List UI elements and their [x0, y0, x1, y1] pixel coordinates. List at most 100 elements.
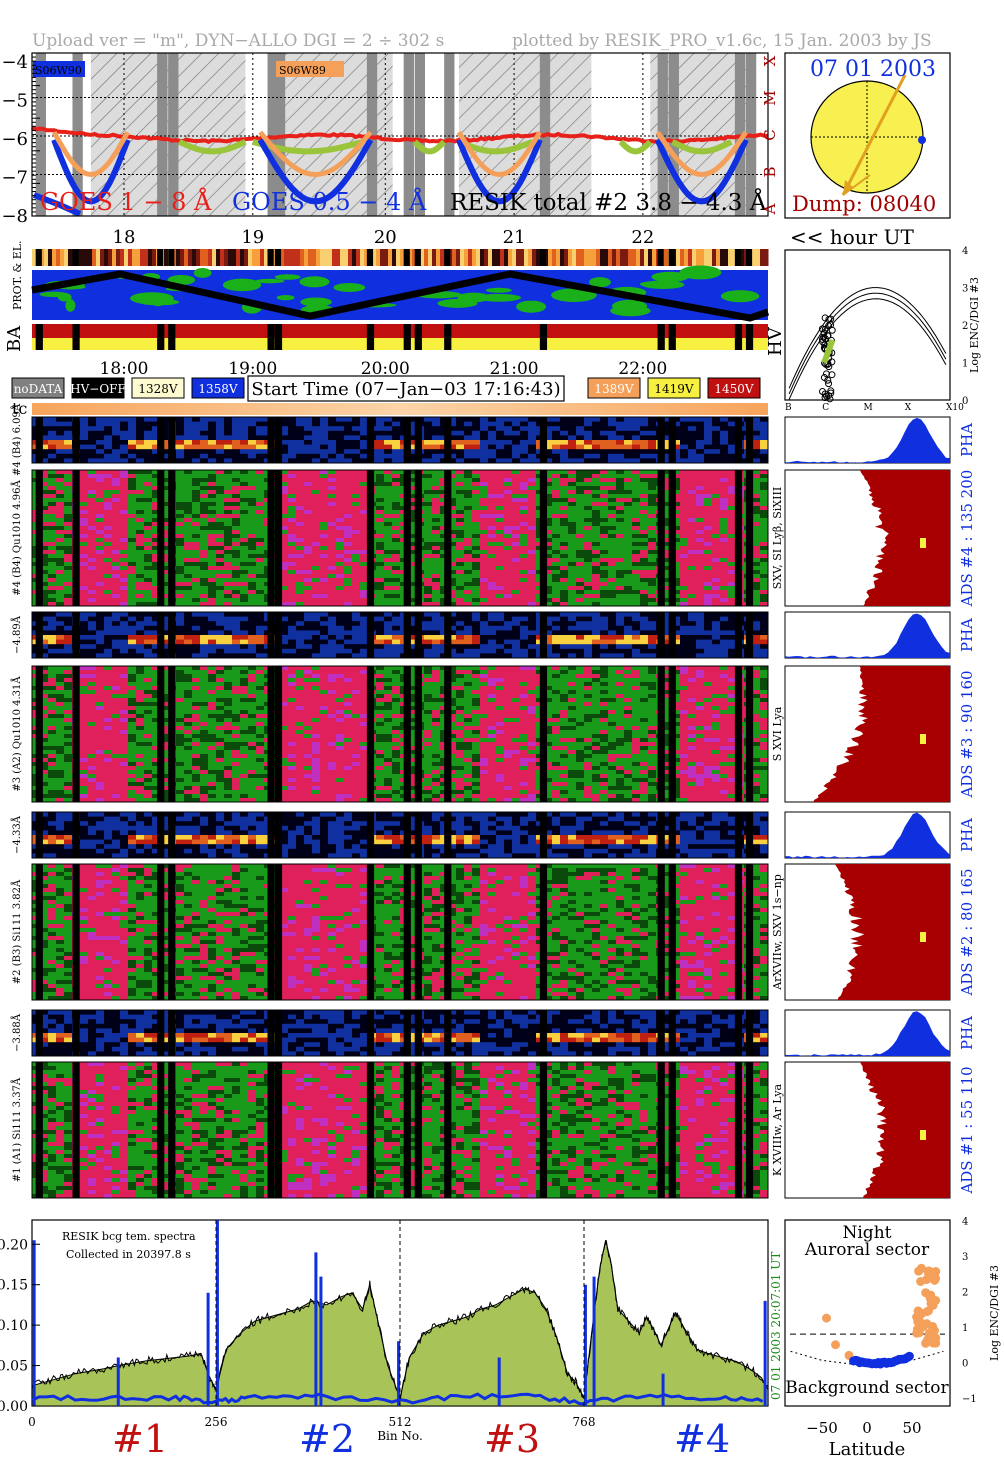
- heat-cell: [288, 526, 297, 531]
- heat-cell: [224, 417, 233, 422]
- heat-cell: [648, 510, 657, 515]
- heat-cell: [208, 582, 217, 587]
- heat-cell: [520, 566, 529, 571]
- heat-cell: [312, 470, 321, 475]
- heat-cell: [96, 482, 105, 487]
- heat-cell: [752, 482, 761, 487]
- heat-cell: [248, 526, 257, 531]
- heat-cell: [96, 453, 105, 459]
- heat-cell: [216, 542, 225, 547]
- heat-cell: [640, 498, 649, 503]
- particle-cell: [700, 249, 705, 266]
- heat-cell: [304, 430, 313, 436]
- heat-cell: [504, 421, 513, 427]
- heat-cell: [432, 546, 441, 551]
- heat-cell: [576, 530, 585, 535]
- heat-cell: [760, 526, 769, 531]
- heat-cell: [152, 453, 161, 459]
- heat-cell: [600, 435, 609, 441]
- heat-cell: [376, 570, 385, 575]
- particle-cell: [376, 249, 381, 266]
- heat-cell: [488, 558, 497, 563]
- heat-cell: [704, 558, 713, 563]
- heat-cell: [216, 562, 225, 567]
- heat-cell: [296, 550, 305, 555]
- heat-cell: [608, 522, 617, 527]
- heat-cell: [528, 502, 537, 507]
- heat-cell: [256, 458, 265, 464]
- heat-cell: [176, 602, 185, 607]
- heat-cell: [288, 550, 297, 555]
- heat-cell: [352, 482, 361, 487]
- heat-cell: [96, 542, 105, 547]
- heat-cell: [520, 474, 529, 479]
- heat-cell: [80, 522, 89, 527]
- heat-cell: [64, 506, 73, 511]
- resik-curve-3: [457, 139, 534, 155]
- heat-cell: [256, 453, 265, 459]
- heat-cell: [760, 570, 769, 575]
- heat-cell: [184, 625, 193, 631]
- heat-cell: [664, 530, 673, 535]
- heat-cell: [648, 417, 657, 422]
- heat-cell: [128, 546, 137, 551]
- heat-cell: [224, 506, 233, 511]
- heat-cell: [64, 542, 73, 547]
- heat-cell: [648, 530, 657, 535]
- heat-cell: [192, 558, 201, 563]
- heat-cell: [336, 630, 345, 636]
- heat-cell: [352, 470, 361, 475]
- heat-cell: [224, 444, 233, 450]
- heat-cell: [408, 546, 417, 551]
- heat-cell: [64, 625, 73, 631]
- heat-cell: [280, 566, 289, 571]
- heat-cell: [672, 435, 681, 441]
- heat-cell: [408, 486, 417, 491]
- heat-cell: [80, 538, 89, 543]
- heat-cell: [528, 586, 537, 591]
- heat-cell: [248, 574, 257, 579]
- heat-cell: [752, 582, 761, 587]
- hv-legend-swatch: [647, 377, 701, 399]
- heat-cell: [576, 602, 585, 607]
- heat-cell: [312, 546, 321, 551]
- heat-cell: [88, 546, 97, 551]
- heat-cell: [448, 458, 457, 464]
- heat-cell: [720, 494, 729, 499]
- heat-cell: [512, 494, 521, 499]
- heat-cell: [584, 534, 593, 539]
- heat-cell: [432, 440, 441, 445]
- particle-cell: [272, 249, 277, 266]
- heat-cell: [80, 486, 89, 491]
- heat-cell: [464, 578, 473, 583]
- heat-cell: [528, 578, 537, 583]
- heat-cell: [232, 486, 241, 491]
- heat-cell: [184, 562, 193, 567]
- heat-cell: [568, 482, 577, 487]
- heat-cell: [336, 440, 345, 445]
- heat-cell: [56, 506, 65, 511]
- heat-cell: [632, 474, 641, 479]
- heat-cell: [504, 494, 513, 499]
- heat-cell: [488, 522, 497, 527]
- heat-cell: [64, 518, 73, 523]
- heat-cell: [712, 574, 721, 579]
- heat-cell: [40, 648, 49, 654]
- heat-cell: [704, 586, 713, 591]
- heat-cell: [424, 562, 433, 567]
- heat-cell: [392, 550, 401, 555]
- heat-cell: [584, 586, 593, 591]
- heat-cell: [600, 458, 609, 464]
- heat-cell: [720, 449, 729, 455]
- orbit-map: [31, 265, 770, 322]
- heat-cell: [560, 594, 569, 599]
- heat-cell: [248, 578, 257, 583]
- heat-cell: [352, 478, 361, 483]
- heat-cell: [648, 578, 657, 583]
- heat-cell: [352, 498, 361, 503]
- heat-cell: [696, 482, 705, 487]
- heat-cell: [56, 430, 65, 436]
- heat-cell: [184, 430, 193, 436]
- heat-cell: [336, 648, 345, 654]
- heat-cell: [200, 625, 209, 631]
